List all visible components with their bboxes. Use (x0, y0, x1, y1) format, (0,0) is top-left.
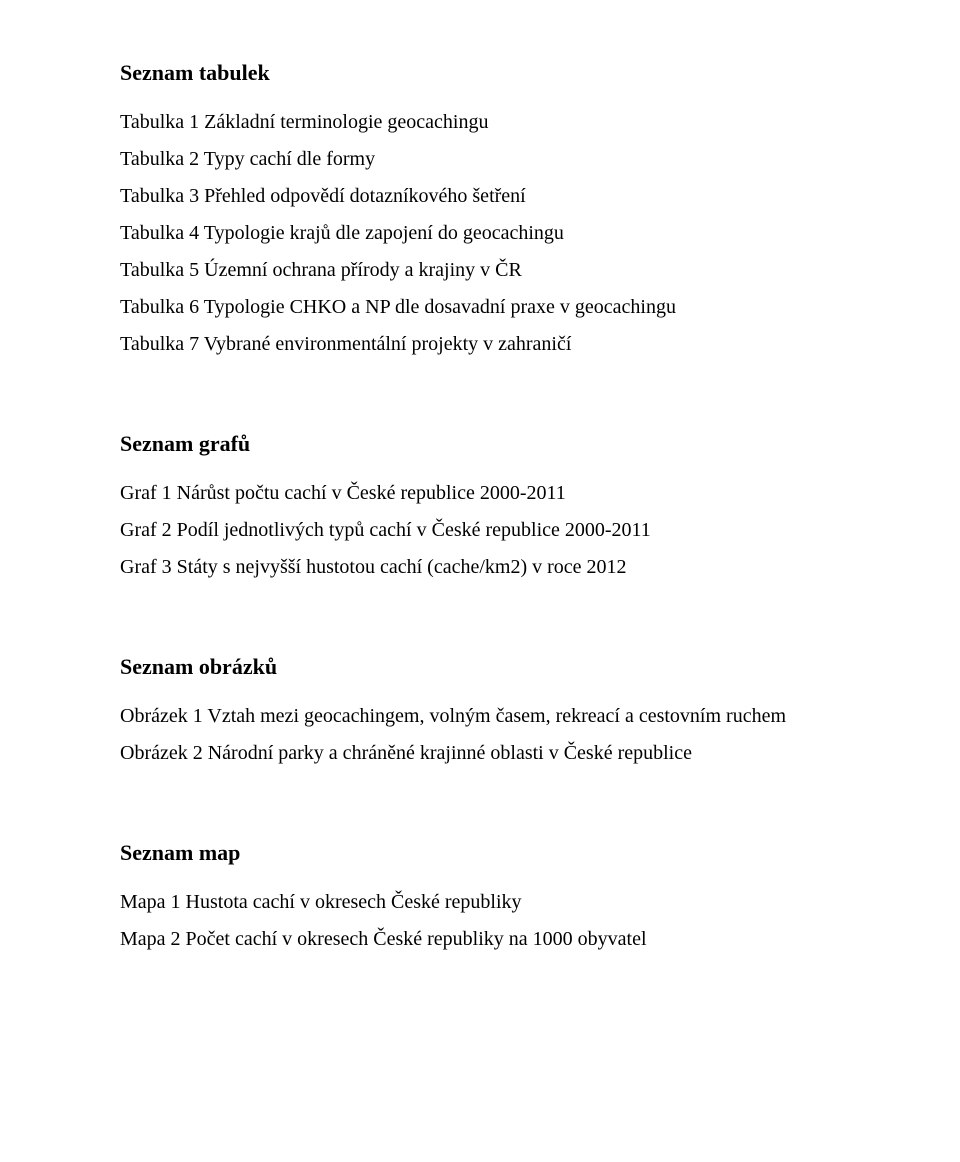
section-maps: Seznam map Mapa 1 Hustota cachí v okrese… (120, 840, 840, 958)
image-item: Obrázek 1 Vztah mezi geocachingem, volný… (120, 698, 840, 735)
heading-graphs: Seznam grafů (120, 431, 840, 457)
heading-images: Seznam obrázků (120, 654, 840, 680)
map-item: Mapa 2 Počet cachí v okresech České repu… (120, 921, 840, 958)
graph-item: Graf 2 Podíl jednotlivých typů cachí v Č… (120, 512, 840, 549)
graph-item: Graf 3 Státy s nejvyšší hustotou cachí (… (120, 549, 840, 586)
image-item: Obrázek 2 Národní parky a chráněné kraji… (120, 735, 840, 772)
heading-tables: Seznam tabulek (120, 60, 840, 86)
section-images: Seznam obrázků Obrázek 1 Vztah mezi geoc… (120, 654, 840, 772)
table-item: Tabulka 3 Přehled odpovědí dotazníkového… (120, 178, 840, 215)
table-item: Tabulka 6 Typologie CHKO a NP dle dosava… (120, 289, 840, 326)
table-item: Tabulka 4 Typologie krajů dle zapojení d… (120, 215, 840, 252)
section-graphs: Seznam grafů Graf 1 Nárůst počtu cachí v… (120, 431, 840, 586)
table-item: Tabulka 1 Základní terminologie geocachi… (120, 104, 840, 141)
heading-maps: Seznam map (120, 840, 840, 866)
table-item: Tabulka 2 Typy cachí dle formy (120, 141, 840, 178)
section-tables: Seznam tabulek Tabulka 1 Základní termin… (120, 60, 840, 363)
graph-item: Graf 1 Nárůst počtu cachí v České republ… (120, 475, 840, 512)
table-item: Tabulka 5 Územní ochrana přírody a kraji… (120, 252, 840, 289)
table-item: Tabulka 7 Vybrané environmentální projek… (120, 326, 840, 363)
map-item: Mapa 1 Hustota cachí v okresech České re… (120, 884, 840, 921)
